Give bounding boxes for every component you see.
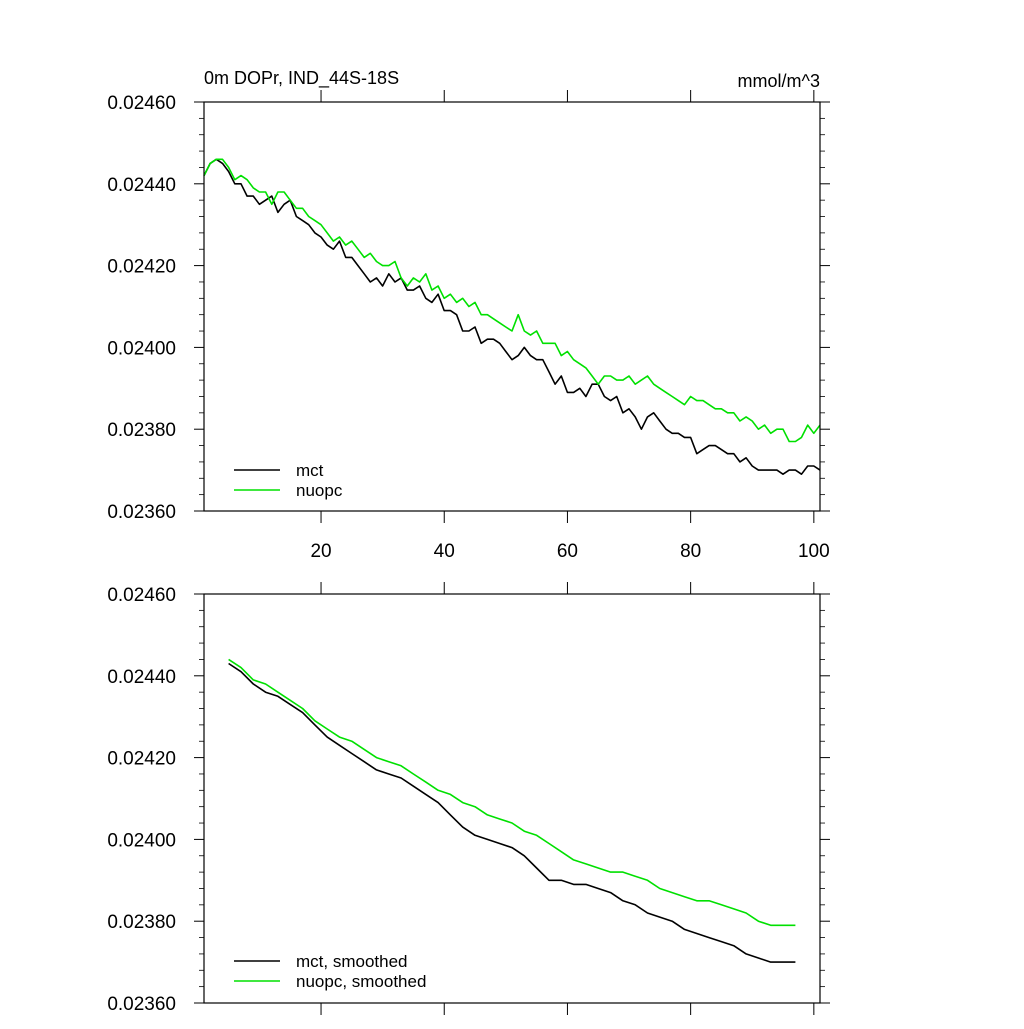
top-x-tick-label: 100 — [798, 541, 830, 562]
top-panel-y-tick-labels: 0.02360 0.02380 0.02400 0.02420 0.02440 0.024… — [107, 93, 176, 523]
bottom-y-tick-label: 0.02360 — [107, 994, 176, 1015]
top-x-tick-label: 40 — [434, 541, 455, 562]
bottom-y-tick-label: 0.02440 — [107, 667, 176, 688]
bottom-panel-ticks — [194, 582, 830, 1015]
top-panel-frame — [203, 101, 821, 512]
bottom-y-tick-label: 0.02380 — [107, 912, 176, 933]
bottom-panel-legend: mct, smoothed nuopc, smoothed — [234, 952, 426, 991]
top-panel-lines — [203, 158, 821, 476]
top-y-tick-label: 0.02380 — [107, 420, 176, 441]
top-y-tick-label: 0.02440 — [107, 175, 176, 196]
top-y-tick-label: 0.02360 — [107, 502, 176, 523]
legend-label-nuopc: nuopc — [296, 481, 343, 500]
legend-label-nuopc-smoothed: nuopc, smoothed — [296, 972, 426, 991]
top-panel-x-tick-labels: 20 40 60 80 100 — [310, 541, 829, 562]
bottom-series-line-nuopc-smoothed — [228, 658, 796, 927]
top-x-tick-label: 20 — [310, 541, 331, 562]
bottom-series-line-mct-smoothed — [228, 662, 796, 963]
top-panel-title: 0m DOPr, IND_44S-18S — [204, 68, 399, 89]
top-y-tick-label: 0.02420 — [107, 257, 176, 278]
bottom-panel-frame — [203, 593, 821, 1004]
top-y-tick-label: 0.02400 — [107, 338, 176, 359]
top-x-tick-label: 80 — [680, 541, 701, 562]
legend-label-mct: mct — [296, 461, 324, 480]
bottom-panel: 0.02360 0.02380 0.02400 0.02420 0.02440 0.024… — [107, 582, 830, 1015]
bottom-y-tick-label: 0.02460 — [107, 585, 176, 606]
bottom-y-tick-label: 0.02420 — [107, 749, 176, 770]
bottom-panel-y-tick-labels: 0.02360 0.02380 0.02400 0.02420 0.02440 0.024… — [107, 585, 176, 1015]
top-series-line-mct — [203, 158, 821, 476]
top-series-line-nuopc — [203, 158, 821, 443]
top-panel-ticks — [194, 90, 830, 523]
top-x-tick-label: 60 — [557, 541, 578, 562]
top-panel-units: mmol/m^3 — [738, 71, 820, 91]
legend-label-mct-smoothed: mct, smoothed — [296, 952, 408, 971]
top-y-tick-label: 0.02460 — [107, 93, 176, 114]
top-panel-legend: mct nuopc — [234, 461, 343, 500]
bottom-panel-lines — [228, 658, 796, 963]
top-panel: 0m DOPr, IND_44S-18S mmol/m^3 0.023600.0… — [107, 68, 830, 562]
bottom-y-tick-label: 0.02400 — [107, 830, 176, 851]
